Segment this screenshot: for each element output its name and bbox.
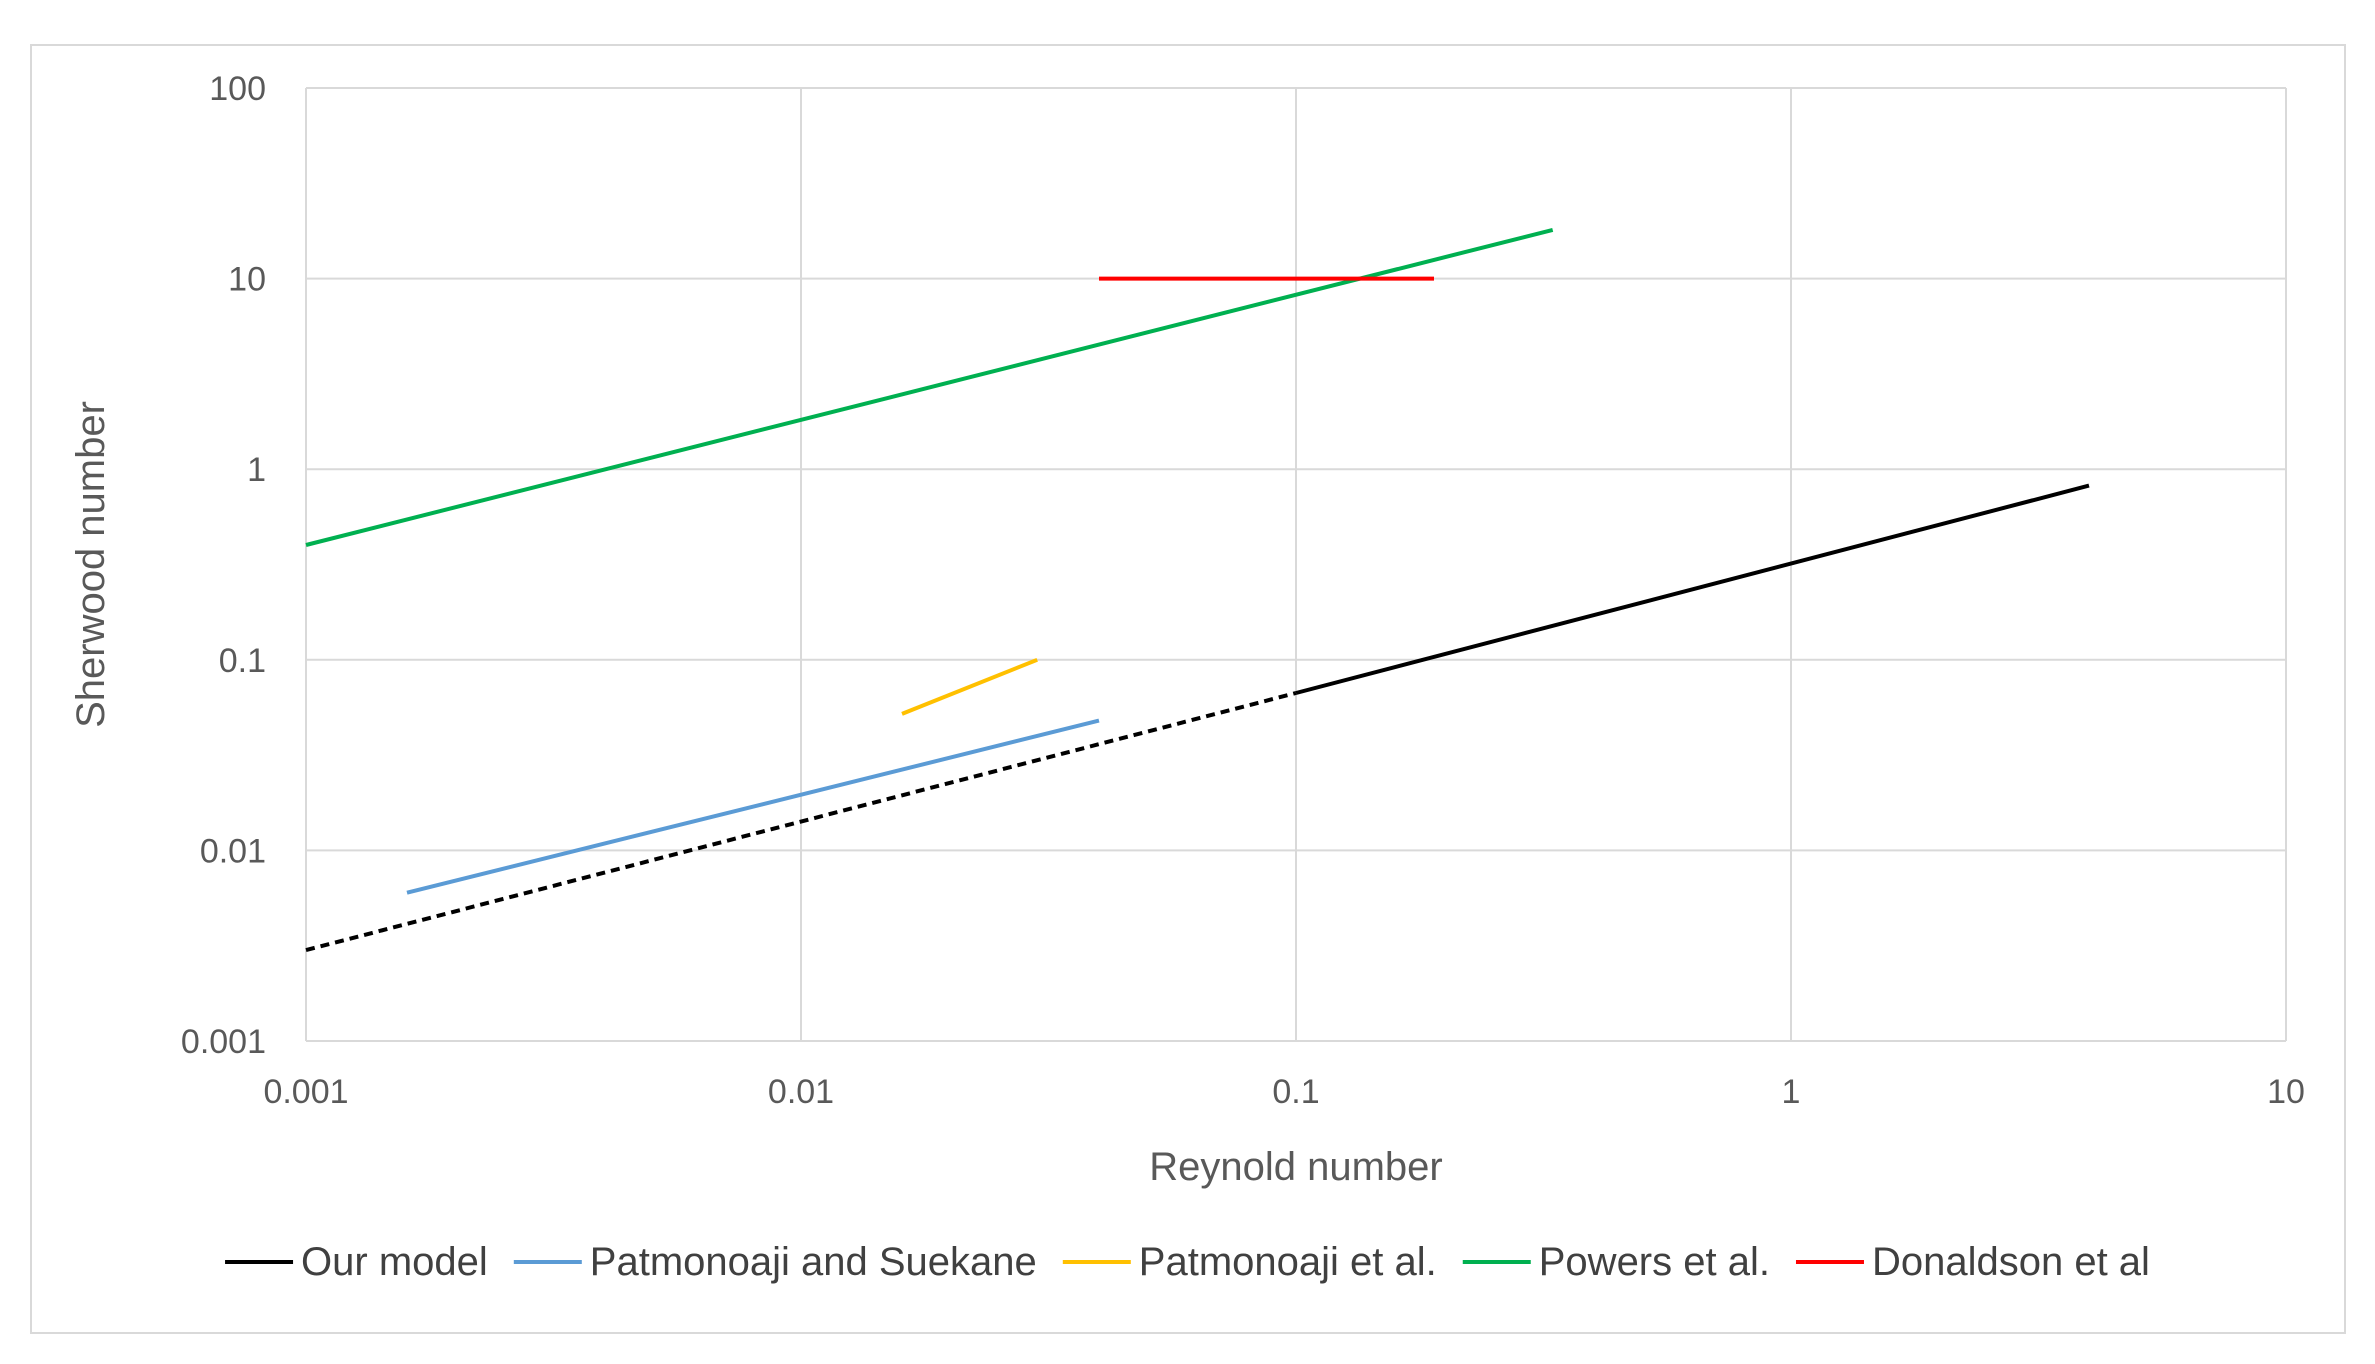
y-tick-label: 0.1: [219, 642, 266, 680]
legend: Our model Patmonoaji and Suekane Patmonoaj…: [225, 1240, 2150, 1284]
series-line-patmonoaji-et-al: [901, 657, 1038, 716]
y-tick-label: 10: [228, 261, 266, 299]
x-tick-label: 0.01: [768, 1073, 834, 1111]
x-tick-label: 1: [1782, 1073, 1801, 1111]
y-axis-title: Sherwood number: [69, 401, 113, 728]
x-tick-label: 0.001: [263, 1073, 348, 1111]
legend-label-powers-et-al: Powers et al.: [1539, 1240, 1770, 1284]
y-tick-label: 0.01: [200, 832, 266, 870]
y-tick-label: 0.001: [181, 1023, 266, 1061]
x-tick-label: 0.1: [1272, 1073, 1319, 1111]
tick-labels: 0.001 0.01 0.1 1 10 100 0.001 0.01 0.1 1 10: [181, 70, 2305, 1111]
series-line-patmonoaji-and-suekane: [406, 718, 1100, 895]
series-line-our-model: [1295, 483, 2090, 695]
legend-label-our-model: Our model: [301, 1240, 488, 1284]
legend-label-donaldson-et-al: Donaldson et al: [1872, 1240, 2150, 1284]
chart-frame: [30, 44, 2346, 1334]
plot-series: [305, 227, 2090, 953]
x-tick-label: 10: [2267, 1073, 2305, 1111]
axes: [305, 88, 2286, 1042]
grid-lines: [306, 87, 2287, 1041]
y-tick-label: 100: [209, 70, 266, 108]
x-axis-title: Reynold number: [1149, 1145, 1443, 1189]
series-line-our-model-extrapolated: [305, 691, 1297, 953]
series-line-powers-et-al: [305, 227, 1554, 547]
legend-label-patmonoaji-et-al: Patmonoaji et al.: [1139, 1240, 1437, 1284]
legend-label-patmonoaji-and-suekane: Patmonoaji and Suekane: [590, 1240, 1037, 1284]
y-tick-label: 1: [247, 451, 266, 489]
